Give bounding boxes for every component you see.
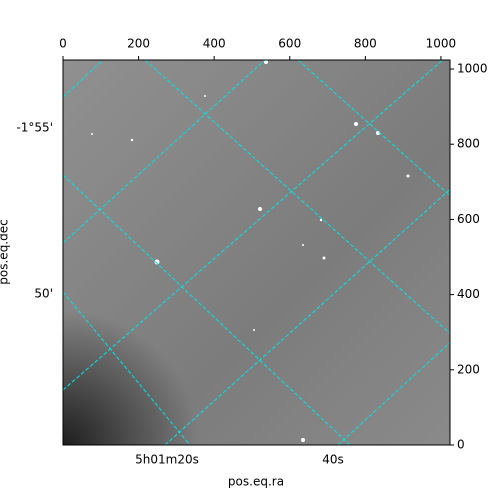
y-tick-label: 400: [457, 287, 480, 301]
y-tick-label: 600: [457, 212, 480, 226]
ra-tick-label: 40s: [322, 453, 344, 467]
x-tick-label: 800: [354, 37, 377, 51]
y-axis-label: pos.eq.dec: [0, 219, 11, 284]
dec-tick-label: -1°55': [16, 121, 53, 135]
x-axis-label: pos.eq.ra: [228, 475, 284, 489]
dec-tick-label: 50': [34, 287, 53, 301]
y-tick-label: 800: [457, 137, 480, 151]
x-tick-label: 200: [127, 37, 150, 51]
image: [63, 60, 450, 445]
world-grid: [63, 60, 450, 445]
x-tick-label: 600: [278, 37, 301, 51]
x-tick-label: 0: [59, 37, 67, 51]
y-tick-label: 0: [457, 438, 465, 452]
y-tick-label: 200: [457, 362, 480, 376]
frame: [62, 59, 451, 446]
ra-tick-label: 5h01m20s: [135, 453, 199, 467]
x-tick-label: 1000: [426, 37, 457, 51]
y-tick-label: 1000: [457, 62, 488, 76]
x-tick-label: 400: [203, 37, 226, 51]
